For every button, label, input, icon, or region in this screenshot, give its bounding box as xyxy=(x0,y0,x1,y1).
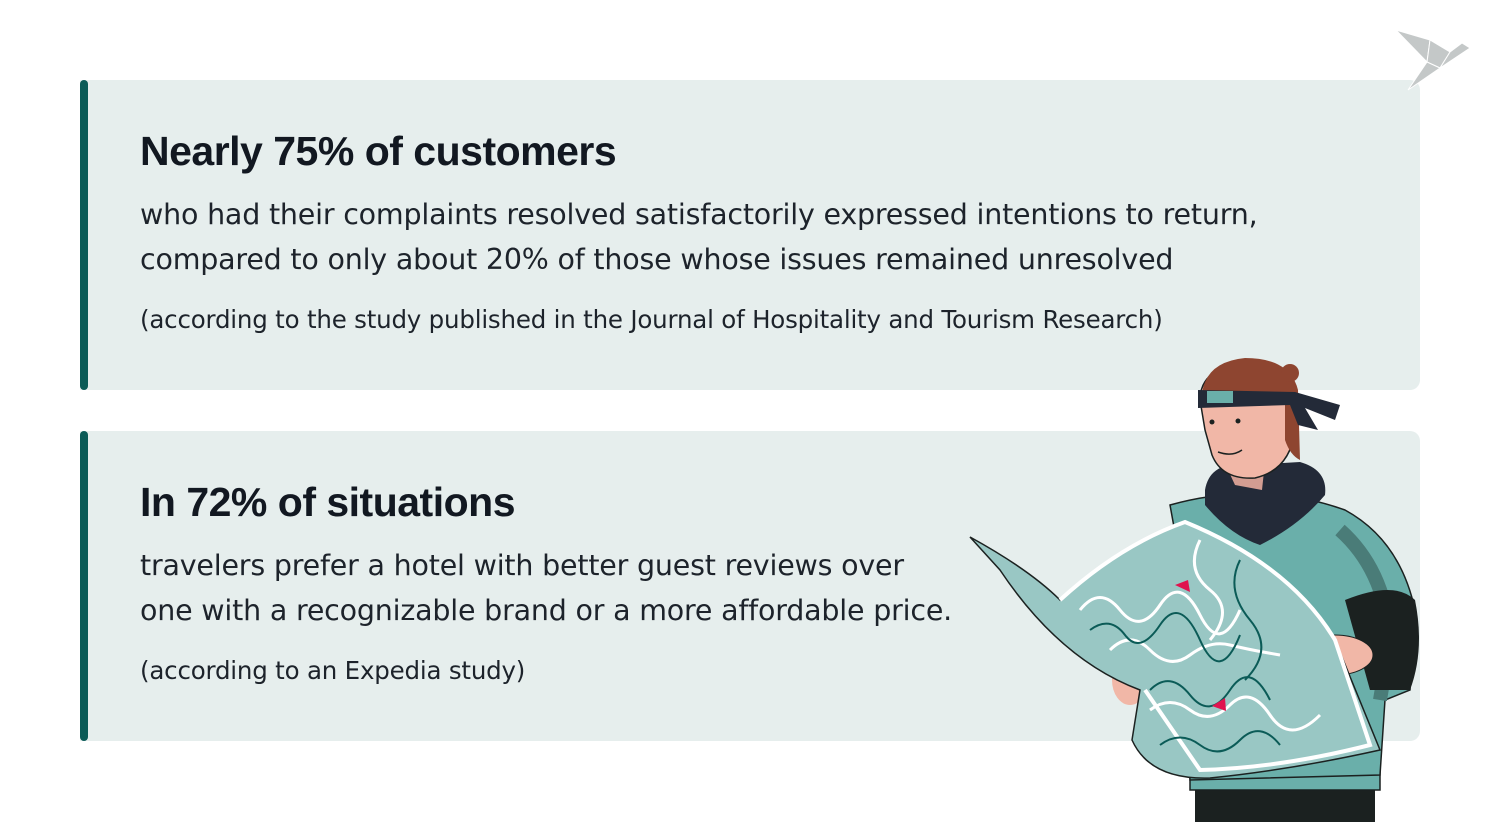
stat-source: (according to an Expedia study) xyxy=(140,656,526,685)
description-line: compared to only about 20% of those whos… xyxy=(140,243,1174,276)
stat-description: who had their complaints resolved satisf… xyxy=(140,192,1258,282)
stat-card-returning-customers: Nearly 75% of customers who had their co… xyxy=(80,80,1420,390)
stat-source: (according to the study published in the… xyxy=(140,305,1163,334)
stat-description: travelers prefer a hotel with better gue… xyxy=(140,543,952,633)
accent-bar xyxy=(80,80,88,390)
description-line: who had their complaints resolved satisf… xyxy=(140,198,1258,231)
accent-bar xyxy=(80,431,88,741)
stat-card-guest-reviews: In 72% of situations travelers prefer a … xyxy=(80,431,1420,741)
description-line: one with a recognizable brand or a more … xyxy=(140,594,953,627)
stat-heading: In 72% of situations xyxy=(140,479,516,525)
stat-heading: Nearly 75% of customers xyxy=(140,128,617,174)
description-line: travelers prefer a hotel with better gue… xyxy=(140,549,904,582)
